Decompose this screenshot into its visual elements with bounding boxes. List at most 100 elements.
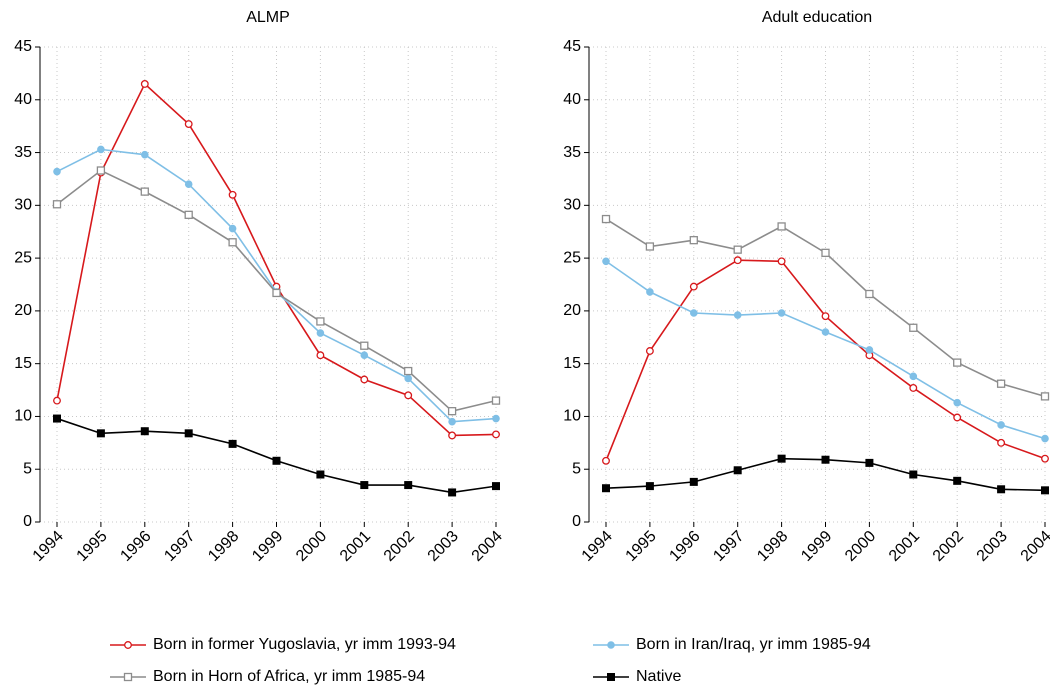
data-point — [689, 477, 698, 486]
data-point — [821, 455, 830, 464]
data-point — [1040, 392, 1050, 401]
data-point — [53, 396, 61, 405]
data-point — [645, 242, 655, 251]
data-point — [316, 317, 325, 326]
x-tick-label: 2004 — [1018, 528, 1050, 565]
data-point — [953, 358, 962, 367]
data-point — [733, 466, 742, 475]
data-point — [1041, 454, 1049, 463]
legend-marker — [123, 672, 133, 682]
y-tick-label: 40 — [14, 91, 32, 108]
data-point — [360, 341, 369, 350]
y-tick-label: 25 — [563, 249, 581, 266]
data-point — [821, 328, 830, 336]
y-tick-label: 15 — [14, 355, 32, 372]
legend-label: Born in Iran/Iraq, yr imm 1985-94 — [636, 636, 871, 653]
y-tick-label: 45 — [14, 38, 32, 55]
x-tick-label: 1999 — [798, 528, 835, 565]
y-tick-label: 5 — [23, 460, 32, 477]
data-point — [491, 396, 501, 405]
data-point — [953, 398, 962, 407]
data-point — [184, 120, 193, 129]
data-point — [733, 256, 742, 265]
data-point — [316, 470, 325, 479]
data-point — [448, 417, 456, 426]
data-point — [909, 372, 918, 381]
data-point — [140, 79, 149, 88]
y-tick-label: 20 — [14, 302, 32, 319]
x-tick-label: 2002 — [381, 528, 418, 565]
data-point — [228, 224, 237, 233]
data-point — [140, 427, 149, 436]
chart-title: ALMP — [246, 9, 290, 26]
x-tick-label: 2002 — [930, 528, 967, 565]
y-tick-label: 0 — [572, 513, 581, 530]
chart-title: Adult education — [762, 9, 872, 26]
data-point — [997, 421, 1005, 429]
data-point — [865, 346, 874, 354]
data-point — [52, 200, 62, 209]
data-point — [821, 248, 830, 257]
data-point — [953, 413, 962, 422]
legend-label: Native — [636, 668, 681, 685]
data-point — [601, 214, 611, 224]
data-point — [228, 238, 237, 247]
legend-marker — [124, 641, 132, 649]
legend-marker — [607, 641, 615, 649]
data-point — [1041, 434, 1049, 443]
x-tick-label: 1998 — [754, 528, 791, 565]
data-point — [404, 366, 413, 376]
x-tick-label: 1997 — [161, 528, 198, 565]
data-point — [447, 407, 457, 416]
x-tick-label: 1996 — [666, 528, 703, 565]
y-tick-label: 15 — [563, 355, 581, 372]
data-point — [953, 476, 962, 485]
y-tick-label: 10 — [563, 408, 581, 425]
data-point — [492, 414, 500, 423]
data-point — [184, 210, 193, 219]
data-point — [777, 222, 786, 231]
x-tick-label: 2000 — [293, 528, 330, 565]
data-point — [492, 482, 500, 491]
data-point — [646, 288, 654, 296]
y-tick-label: 5 — [572, 460, 581, 477]
data-point — [690, 309, 698, 317]
y-tick-label: 35 — [14, 144, 32, 161]
data-point — [689, 282, 698, 291]
y-tick-label: 25 — [14, 249, 32, 266]
data-point — [53, 167, 61, 176]
data-point — [141, 150, 149, 159]
x-tick-label: 1997 — [710, 528, 747, 565]
x-tick-label: 1994 — [579, 528, 616, 565]
x-tick-label: 1996 — [117, 528, 154, 565]
data-point — [360, 481, 369, 490]
x-tick-label: 2003 — [974, 528, 1011, 565]
data-point — [96, 429, 105, 438]
data-point — [272, 456, 281, 465]
data-point — [645, 482, 654, 491]
data-point — [96, 166, 106, 175]
data-point — [140, 187, 149, 196]
legend-label: Born in former Yugoslavia, yr imm 1993-9… — [153, 636, 456, 653]
data-point — [865, 458, 874, 467]
data-point — [97, 145, 105, 154]
data-point — [53, 414, 61, 423]
data-point — [1041, 486, 1049, 495]
data-point — [645, 347, 654, 355]
y-tick-label: 30 — [14, 197, 32, 214]
y-tick-label: 45 — [563, 38, 581, 55]
data-point — [404, 481, 413, 490]
data-point — [909, 323, 918, 332]
data-point — [865, 289, 874, 299]
data-point — [997, 438, 1006, 447]
y-tick-label: 30 — [563, 197, 581, 214]
y-tick-label: 0 — [23, 513, 32, 530]
data-point — [777, 257, 786, 266]
data-point — [909, 470, 918, 479]
data-point — [360, 375, 369, 384]
data-point — [404, 374, 413, 383]
x-tick-label: 2001 — [337, 528, 374, 565]
data-point — [733, 245, 742, 254]
data-point — [184, 429, 193, 438]
